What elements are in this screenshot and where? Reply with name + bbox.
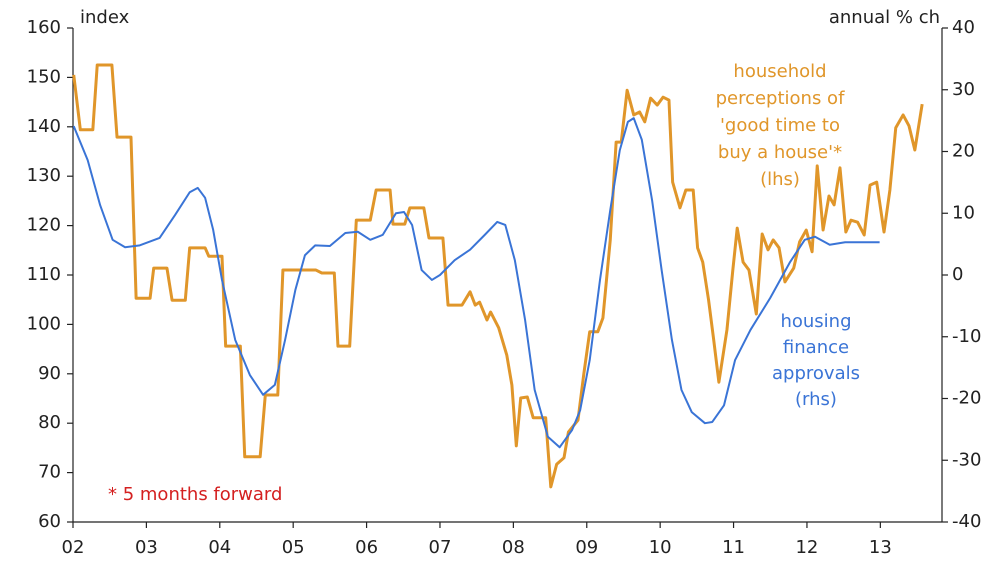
y2-tick-label: 30 <box>952 79 975 100</box>
y2-tick-label: -30 <box>952 449 981 470</box>
label-line: perceptions of <box>716 88 845 109</box>
footnote: * 5 months forward <box>108 484 282 505</box>
y-tick-label: 60 <box>38 511 61 532</box>
label-line: approvals <box>772 363 860 384</box>
y-tick-label: 80 <box>38 412 61 433</box>
x-tick-label: 02 <box>62 537 85 558</box>
x-tick-label: 11 <box>722 537 745 558</box>
y2-tick-label: 10 <box>952 202 975 223</box>
x-tick-label: 04 <box>208 537 231 558</box>
y-tick-label: 150 <box>27 66 61 87</box>
series-line <box>72 63 924 489</box>
label-line: finance <box>783 337 849 358</box>
y2-tick-label: 20 <box>952 141 975 162</box>
orange-series-label: household perceptions of 'good time to buy … <box>716 61 845 190</box>
y-tick-label: 120 <box>27 215 61 236</box>
label-line: 'good time to <box>720 115 840 136</box>
y-tick-label: 70 <box>38 462 61 483</box>
x-tick-label: 06 <box>355 537 378 558</box>
label-line: (lhs) <box>760 169 800 190</box>
y2-axis-label: annual % ch <box>829 7 940 28</box>
y2-tick-label: 40 <box>952 17 975 38</box>
series-line <box>72 117 880 449</box>
y2-tick-label: 0 <box>952 264 963 285</box>
y-tick-label: 90 <box>38 363 61 384</box>
x-tick-label: 07 <box>429 537 452 558</box>
label-line: household <box>733 61 826 82</box>
x-tick-label: 10 <box>649 537 672 558</box>
y-tick-label: 140 <box>27 116 61 137</box>
y2-tick-label: -40 <box>952 511 981 532</box>
x-tick-label: 09 <box>575 537 598 558</box>
y-tick-label: 130 <box>27 165 61 186</box>
y-tick-label: 160 <box>27 17 61 38</box>
y-axis-label: index <box>80 7 130 28</box>
y2-tick-label: -20 <box>952 388 981 409</box>
x-tick-label: 08 <box>502 537 525 558</box>
y-tick-label: 110 <box>27 264 61 285</box>
y-tick-label: 100 <box>27 313 61 334</box>
x-tick-label: 13 <box>869 537 892 558</box>
label-line: housing <box>780 311 851 332</box>
blue-series-label: housing finance approvals (rhs) <box>772 311 860 410</box>
label-line: buy a house'* <box>718 142 842 163</box>
x-tick-label: 12 <box>795 537 818 558</box>
x-tick-label: 05 <box>282 537 305 558</box>
y2-tick-label: -10 <box>952 326 981 347</box>
label-line: (rhs) <box>795 389 837 410</box>
x-tick-label: 03 <box>135 537 158 558</box>
